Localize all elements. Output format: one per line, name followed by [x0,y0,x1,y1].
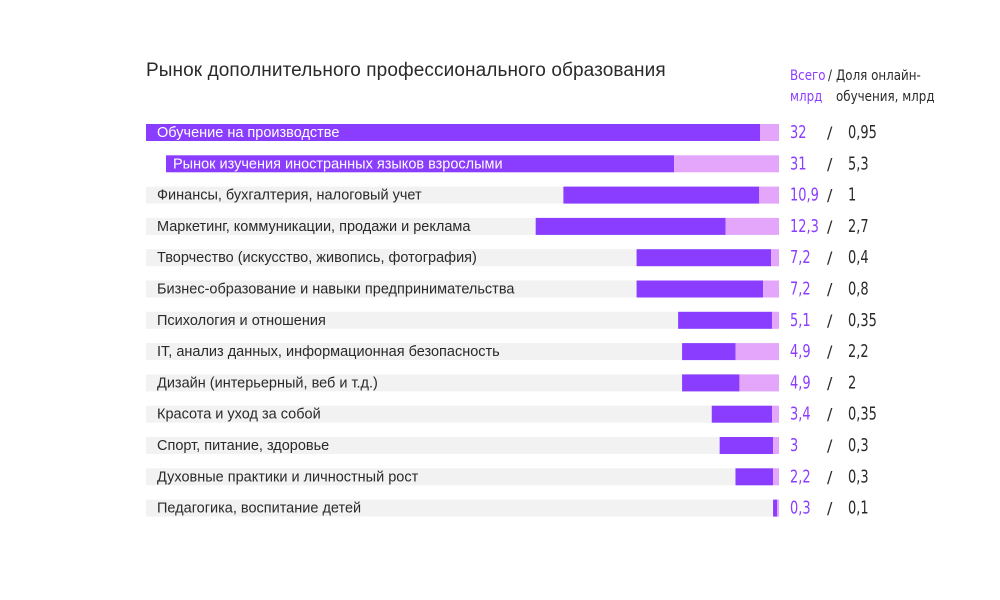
bar-track [146,437,779,454]
bar-total [711,405,773,423]
bar-online [759,186,779,204]
total-value-label: 3 [790,434,798,456]
total-header-line-1: Всего [790,68,826,84]
bar-online [674,155,779,173]
online-value-label: 1 [848,183,856,205]
online-value-label: 0,4 [848,246,869,268]
online-header-line-2: обучения, млрд [836,89,935,105]
value-separator: / [827,123,833,142]
bar-total [682,343,736,361]
category-label: Психология и отношения [157,313,326,329]
bar-total [563,186,760,204]
bar-track [146,499,779,517]
category-label: Дизайн (интерьерный, веб и т.д.) [157,375,378,391]
value-separator: / [827,436,833,455]
category-label: Красота и уход за собой [157,407,321,423]
total-value-label: 4,9 [790,371,811,393]
online-value-label: 2,2 [848,340,869,362]
total-header-line-2: млрд [790,89,823,105]
category-label: Обучение на производстве [157,125,339,141]
chart-title: Рынок дополнительного профессионального … [146,60,666,81]
bar-track [146,249,779,267]
value-separator: / [827,280,833,299]
total-value-label: 7,2 [790,277,811,299]
value-separator: / [827,373,833,392]
online-column-header: Доля онлайн- обучения, млрд [836,66,935,108]
total-value-label: 3,4 [790,402,811,424]
total-value-label: 0,3 [790,496,811,518]
bar-total [678,311,773,329]
total-value-label: 5,1 [790,309,811,331]
online-value-label: 0,3 [848,434,869,456]
bar-online [725,217,779,235]
total-value-label: 31 [790,152,806,174]
value-separator: / [827,154,833,173]
category-label: Педагогика, воспитание детей [157,501,361,517]
bar-total [682,374,740,392]
bar-online [739,374,779,392]
bar-online [763,280,779,298]
category-label: Финансы, бухгалтерия, налоговый учет [157,188,422,204]
value-separator: / [827,186,833,205]
bar-track [146,343,779,361]
category-label: Маркетинг, коммуникации, продажи и рекла… [157,219,471,235]
value-separator: / [827,342,833,361]
online-value-label: 0,35 [848,402,877,424]
online-value-label: 0,3 [848,465,869,487]
bar-total [773,499,777,517]
bar-online [735,343,779,361]
bar-total [535,217,726,235]
bar-online [773,468,779,486]
bar-online [760,124,779,141]
bar-total [166,155,675,173]
online-value-label: 0,1 [848,496,869,518]
category-label: Бизнес-образование и навыки предпринимат… [157,282,515,298]
category-label: Рынок изучения иностранных языков взросл… [173,156,503,172]
total-value-label: 7,2 [790,246,811,268]
bar-total [146,124,761,141]
bar-track [146,405,779,423]
bar-total [735,468,774,486]
online-value-label: 0,8 [848,277,869,299]
total-value-label: 2,2 [790,465,811,487]
online-value-label: 0,35 [848,309,877,331]
value-separator: / [827,248,833,267]
online-value-label: 5,3 [848,152,869,174]
value-separator: / [827,311,833,330]
bar-track [146,311,779,329]
value-separator: / [827,405,833,424]
total-value-label: 4,9 [790,340,811,362]
bar-online [773,437,779,454]
category-label: Духовные практики и личностный рост [157,469,419,485]
value-separator: / [827,217,833,236]
online-header-line-1: Доля онлайн- [836,68,921,84]
bar-online [772,405,779,423]
total-value-label: 10,9 [790,183,819,205]
bar-track [146,280,779,298]
bar-track [146,468,779,486]
header-slash: / [828,68,833,84]
bar-total [719,437,774,454]
bar-track [146,374,779,392]
category-label: IT, анализ данных, информационная безопа… [157,344,500,360]
total-value-label: 32 [790,121,806,143]
category-label: Спорт, питание, здоровье [157,438,329,454]
total-column-header: Всего млрд [790,66,826,108]
category-label: Творчество (искусство, живопись, фотогра… [157,250,477,266]
bar-online [772,311,779,329]
total-value-label: 12,3 [790,215,819,237]
bar-total [636,249,772,267]
bar-online [777,499,779,517]
online-value-label: 0,95 [848,121,877,143]
value-separator: / [827,467,833,486]
value-separator: / [827,499,833,518]
online-value-label: 2 [848,371,856,393]
bar-online [771,249,779,267]
online-value-label: 2,7 [848,215,869,237]
bar-total [636,280,764,298]
